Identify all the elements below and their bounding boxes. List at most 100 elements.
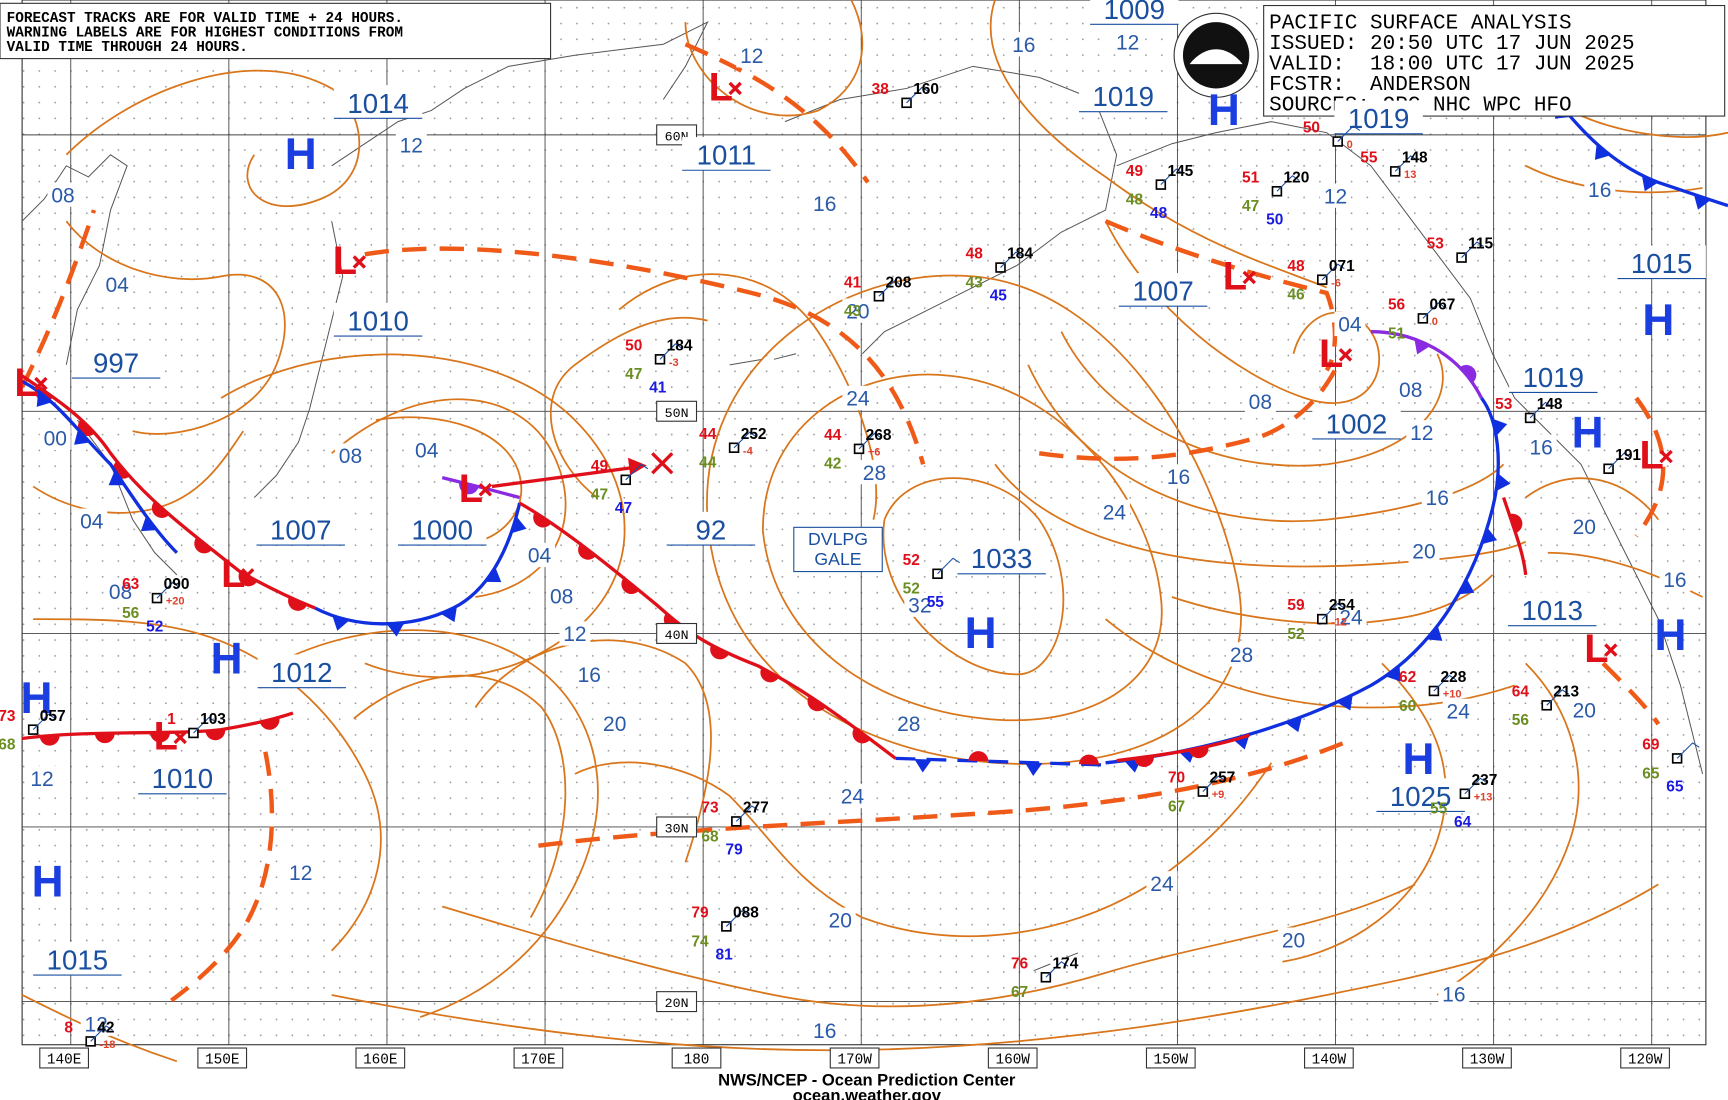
low-marker [478,483,493,497]
lat-label-box [656,816,698,838]
isobar-label: 20 [846,300,869,323]
isobar-label-bg [546,583,578,609]
isobar-label: 24 [1103,502,1127,525]
wind-barb [1276,175,1300,192]
isobar-label-bg [1320,183,1352,208]
pressure-label-box [257,654,347,688]
isobar-label-bg [1438,981,1470,1007]
isobar-label: 12 [1410,422,1433,445]
isobar-label-bg [809,1018,841,1043]
wind-barb [1045,961,1069,978]
front-line [314,502,522,626]
lon-label: 160E [363,1053,397,1069]
high-center: H [1402,735,1434,784]
station-dewpoint: 44 [699,455,717,472]
pressure-label: 997 [93,348,139,379]
isobar-label: 24 [846,388,870,411]
isobar-label: 08 [1399,379,1422,402]
high-center: H [32,858,64,907]
isobar-label: 04 [415,440,439,463]
station-extra: 81 [716,947,734,964]
isobar-label-bg [904,592,936,617]
station-pressure: 160 [913,81,939,98]
warm-front-symbol [760,667,780,683]
notice-line: FORECAST TRACKS ARE FOR VALID TIME + 24 … [7,11,403,27]
graticule [21,0,1707,1046]
station-temperature: 56 [1388,297,1406,314]
troughs [20,42,1666,1003]
isobar-label-bg [1395,376,1427,402]
isobar-label: 08 [109,581,132,604]
station-tendency: -3 [669,357,679,369]
pressure-label: 1019 [1523,362,1584,393]
isobar-label-bg [842,298,874,323]
isobar-label-bg [334,443,366,468]
lat-label: 50N [665,406,689,421]
isobar-label-bg [842,385,874,411]
pressure-label: 1025 [1390,781,1451,812]
lon-label: 140W [1312,1053,1347,1069]
low-center: L [1319,332,1343,376]
high-center: H [285,130,317,179]
cold-front-symbol [1385,665,1401,682]
isobar-label-bg [736,43,768,68]
cold-front-symbol [1285,716,1302,733]
low-center: L [1640,434,1664,478]
station-pressure: 228 [1441,669,1467,686]
isobar-label: 04 [528,545,552,568]
pressure-label: 1013 [1521,595,1582,626]
isobar-label-bg [1112,29,1144,55]
station-extra: 79 [725,842,743,859]
lon-label-box [1462,1047,1512,1069]
isobar-label-bg [1163,464,1195,489]
warm-front-symbol [852,727,871,744]
isobar-label: 24 [1150,873,1174,896]
wind-barb [1321,263,1345,281]
pressure-label: 1012 [271,657,332,688]
wind-barb [1160,168,1184,186]
warm-front-symbol [39,734,60,746]
station-tendency: -12 [1331,617,1347,629]
isobar-label-bg [559,621,591,646]
station-tendency: 13 [1404,169,1416,181]
wind-barb [193,716,216,734]
warm-front-symbol [710,645,730,660]
warning-line: GALE [814,549,861,569]
station-temperature: 73 [0,708,16,725]
wind-barb [625,463,649,481]
station-pressure: 115 [1468,236,1493,253]
header-box [1263,4,1726,117]
station-pressure: 090 [164,576,190,593]
isobar-label: 12 [400,135,423,158]
isobar-label: 08 [550,586,573,609]
isobar-label-bg [836,783,868,809]
station-dewpoint: 48 [1126,192,1144,209]
station-tendency: +6 [868,446,881,458]
isobar-label-bg [1335,604,1367,630]
isobar-label: 20 [1573,516,1596,539]
cold-front-symbol [1414,338,1431,355]
isobar-label-bg [1098,499,1130,525]
wind-barb [1337,125,1361,142]
wind-barb [878,280,902,297]
station-pressure: 208 [886,274,912,291]
station-temperature: 48 [966,246,984,263]
pressure-label-box [1079,78,1168,112]
front-line [1370,330,1483,399]
front-line [1116,733,1250,763]
isobar-label-bg [26,766,58,791]
wind-barb [1202,775,1226,792]
pressure-label: 1033 [971,543,1032,574]
station-temperature: 44 [824,427,842,444]
front-line [441,475,521,500]
isobar-label-bg [859,459,890,485]
cold-front-symbol [511,516,527,534]
isobar-label: 12 [563,623,586,646]
cold-front-symbol [1496,473,1511,491]
low-marker [728,81,742,96]
station-extra: 48 [1150,205,1168,222]
station-tendency: -4 [743,445,754,457]
warm-front-symbol [578,543,596,560]
station-dewpoint: 47 [1242,198,1259,215]
